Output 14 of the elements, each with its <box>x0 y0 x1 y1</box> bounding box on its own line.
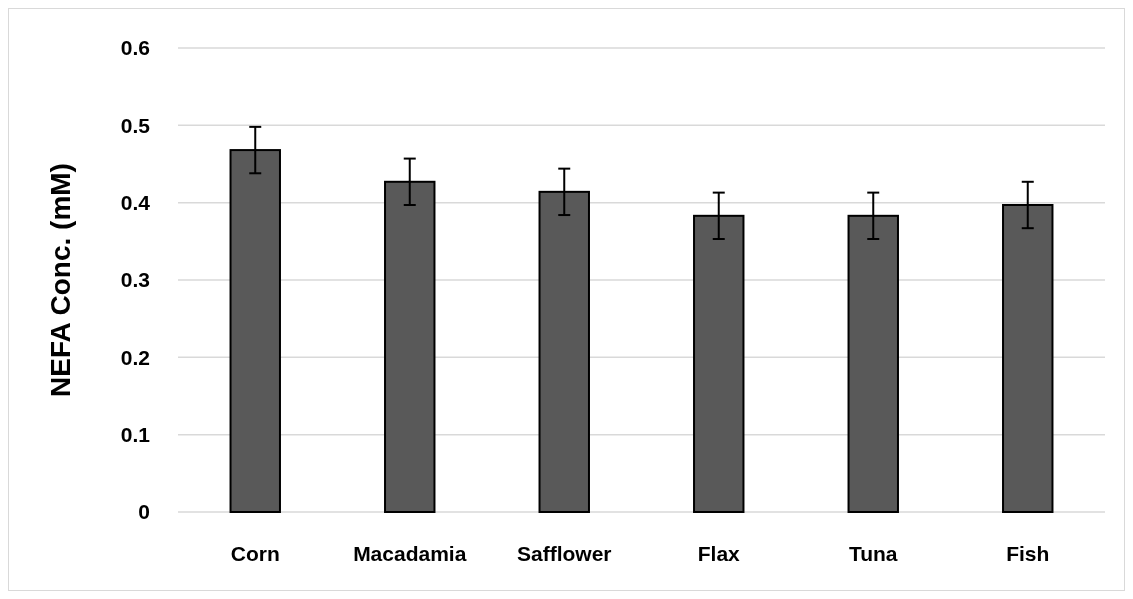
y-tick-label: 0 <box>138 500 150 524</box>
y-axis-title: NEFA Conc. (mM) <box>45 163 76 397</box>
x-tick-label: Safflower <box>516 542 612 565</box>
x-tick-label: Corn <box>230 542 280 565</box>
y-tick-label: 0.4 <box>120 191 151 215</box>
y-tick-label: 0.6 <box>120 36 150 60</box>
y-tick-label: 0.5 <box>120 113 151 137</box>
x-tick-label: Macadamia <box>353 542 467 565</box>
x-tick-label: Fish <box>1006 542 1050 565</box>
y-tick-label: 0.2 <box>120 345 150 369</box>
y-tick-label: 0.1 <box>120 423 151 447</box>
x-tick-label: Flax <box>697 542 741 565</box>
x-tick-label: Tuna <box>848 542 898 565</box>
y-tick-label: 0.3 <box>120 268 150 292</box>
